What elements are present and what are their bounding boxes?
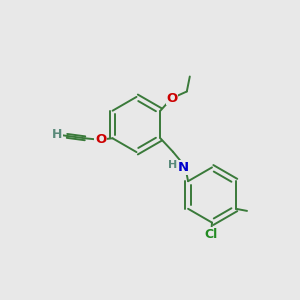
Text: N: N: [178, 161, 189, 174]
Text: Cl: Cl: [205, 227, 218, 241]
Text: H: H: [52, 128, 63, 141]
Text: O: O: [95, 133, 106, 146]
Text: O: O: [166, 92, 177, 105]
Text: H: H: [168, 160, 178, 170]
